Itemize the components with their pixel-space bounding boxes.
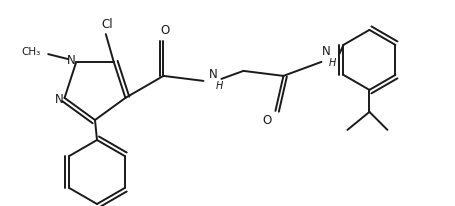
Text: N: N <box>67 54 76 67</box>
Text: N: N <box>55 93 64 106</box>
Text: H: H <box>215 81 222 91</box>
Text: O: O <box>161 24 170 37</box>
Text: N: N <box>321 45 330 58</box>
Text: CH₃: CH₃ <box>21 47 40 57</box>
Text: Cl: Cl <box>101 18 112 31</box>
Text: N: N <box>208 68 217 81</box>
Text: O: O <box>262 114 272 127</box>
Text: H: H <box>328 58 335 68</box>
